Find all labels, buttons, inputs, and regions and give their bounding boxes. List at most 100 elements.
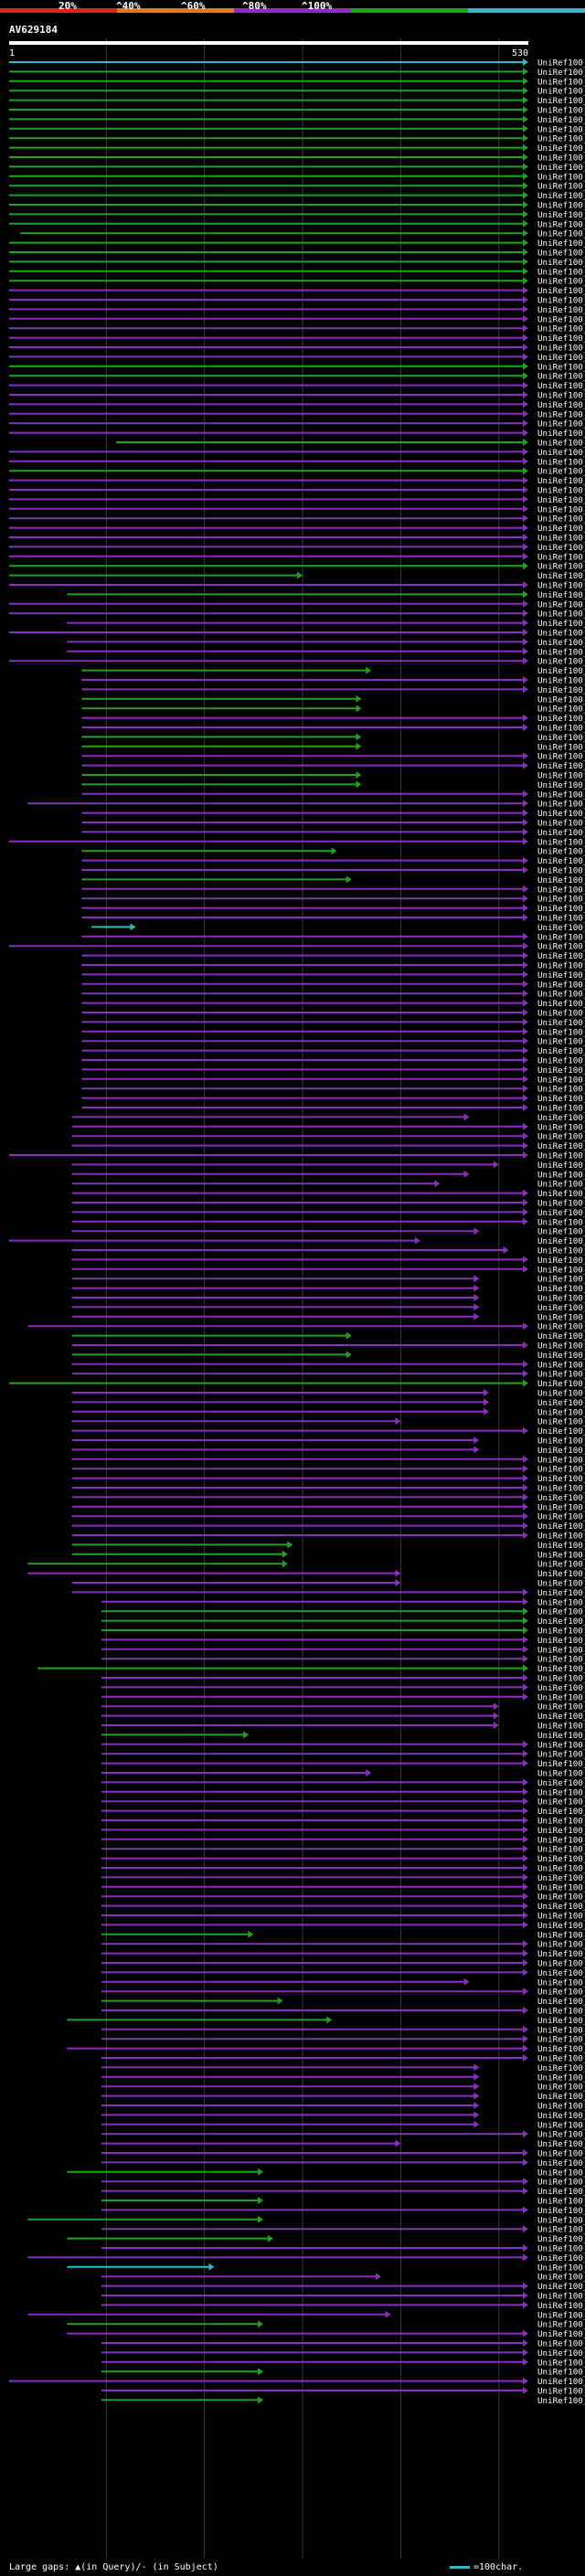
- hit-arrow-74: [523, 752, 528, 760]
- hit-label-128: UniRef100_A3DDG3: [537, 1265, 585, 1275]
- hit-label-59: UniRef100_B1F8H5: [537, 610, 585, 620]
- hit-label-209: UniRef100_UP1000...: [537, 2035, 585, 2045]
- hit-label-207: UniRef100_C8QX84: [537, 2016, 585, 2026]
- hit-arrow-154: [523, 1512, 528, 1521]
- hit-label-221: UniRef100_A1WK38: [537, 2149, 585, 2159]
- hit-arrow-221: [523, 2149, 528, 2157]
- hit-label-54: UniRef100_UP1000...: [537, 562, 585, 572]
- hit-arrow-119: [434, 1180, 441, 1188]
- hit-arrow-1: [523, 58, 528, 66]
- hit-arrow-91: [523, 914, 528, 921]
- hit-arrow-124: [473, 1227, 480, 1235]
- hit-label-179: UniRef100_B8KTG4: [537, 1750, 585, 1760]
- hit-label-242: UniRef100_B5JN00: [537, 2348, 585, 2359]
- hit-arrow-111: [523, 1104, 528, 1111]
- hit-label-44: UniRef100_A1RPW3: [537, 467, 585, 477]
- hit-arrow-63: [523, 647, 528, 655]
- hit-label-154: UniRef100_A1TPC6: [537, 1512, 585, 1522]
- hit-arrow-210: [523, 2044, 528, 2052]
- hit-arrow-157: [287, 1541, 293, 1549]
- hit-label-106: UniRef100_A6AEM9: [537, 1056, 585, 1066]
- hit-arrow-51: [523, 534, 528, 541]
- hit-arrow-132: [473, 1303, 480, 1311]
- hit-label-112: UniRef100_C2CW89: [537, 1113, 585, 1123]
- hit-label-56: UniRef100_C3P7J5: [537, 581, 585, 591]
- hit-arrow-126: [503, 1246, 509, 1254]
- hit-label-21: UniRef100_UP1000...: [537, 249, 585, 259]
- hit-arrow-196: [523, 1912, 528, 1919]
- hit-label-185: UniRef100_B4R7Q4: [537, 1807, 585, 1817]
- hit-label-79: UniRef100_C7TKY4: [537, 800, 585, 810]
- hit-arrow-147: [473, 1446, 480, 1454]
- hit-arrow-113: [523, 1122, 528, 1130]
- hit-arrow-135: [346, 1331, 352, 1340]
- hit-label-6: UniRef100_P40330: [537, 106, 585, 116]
- hit-label-129: UniRef100_B8ECC4: [537, 1275, 585, 1285]
- hit-arrow-243: [523, 2358, 528, 2366]
- hit-label-109: UniRef100_A3EJ52: [537, 1085, 585, 1095]
- hit-label-247: UniRef100_A9LD10: [537, 2396, 585, 2406]
- hit-arrow-96: [523, 961, 528, 969]
- footer: Large gaps: ▲(in Query)/- (in Subject) =…: [0, 2559, 585, 2576]
- hit-label-239: UniRef100_C6MW47: [537, 2320, 585, 2330]
- hit-label-7: UniRef100_P26762: [537, 115, 585, 125]
- hit-label-55: UniRef100_Q8Y6Y0: [537, 571, 585, 581]
- hit-label-18: UniRef100_Q8GDZ9: [537, 219, 585, 229]
- hit-label-133: UniRef100_A7BTK7: [537, 1312, 585, 1322]
- hit-label-214: UniRef100_A5BRR9: [537, 2083, 585, 2093]
- hit-label-168: UniRef100_C7DDJ6: [537, 1645, 585, 1655]
- hit-arrow-10: [523, 143, 528, 152]
- hit-label-153: UniRef100_A4SM03: [537, 1502, 585, 1512]
- hit-label-225: UniRef100_B9XPG0: [537, 2187, 585, 2197]
- hit-arrow-223: [258, 2168, 264, 2176]
- hit-arrow-175: [493, 1712, 499, 1720]
- hit-arrow-129: [473, 1275, 480, 1283]
- hit-label-237: UniRef100_A1VW48: [537, 2301, 585, 2311]
- hit-arrow-12: [523, 163, 528, 171]
- hit-label-86: UniRef100_A1WBU5: [537, 866, 585, 876]
- hit-label-63: UniRef100_B6E3Q9: [537, 647, 585, 657]
- hit-label-186: UniRef100_B1M245: [537, 1817, 585, 1827]
- hit-label-85: UniRef100_B9MF76: [537, 856, 585, 866]
- hit-label-108: UniRef100_C3NQU1: [537, 1075, 585, 1085]
- hit-arrow-38: [523, 409, 528, 418]
- hit-label-136: UniRef100_A4XG17: [537, 1341, 585, 1352]
- hit-arrow-171: [523, 1674, 528, 1681]
- hit-label-157: UniRef100_Q5ZT12: [537, 1541, 585, 1551]
- hit-arrow-198: [248, 1930, 254, 1938]
- hit-label-73: UniRef100_Q1C8F3: [537, 742, 585, 752]
- hit-label-191: UniRef100_A4G5W4: [537, 1864, 585, 1874]
- hit-label-100: UniRef100_C2IWV5: [537, 999, 585, 1009]
- hit-label-150: UniRef100_UP1000...: [537, 1474, 585, 1484]
- hit-label-34: UniRef100_Q54V95: [537, 372, 585, 382]
- hit-label-20: UniRef100_Q4ZUL6: [537, 239, 585, 249]
- hit-arrow-3: [523, 77, 528, 85]
- hit-label-229: UniRef100_A4FLD9: [537, 2225, 585, 2235]
- hit-arrow-203: [463, 1977, 470, 1986]
- hit-arrow-194: [523, 1892, 528, 1901]
- hit-label-27: UniRef100_Q9HZG4: [537, 305, 585, 315]
- hit-label-118: UniRef100_C5AD64: [537, 1170, 585, 1180]
- hit-label-197: UniRef100_A9BRN0: [537, 1921, 585, 1931]
- hit-label-230: UniRef100_A2WIW5: [537, 2234, 585, 2244]
- legend-text: =100char.: [473, 2562, 524, 2572]
- hit-arrow-220: [395, 2139, 401, 2147]
- hit-arrow-218: [473, 2120, 480, 2128]
- hit-label-182: UniRef100_Q1IRW7: [537, 1778, 585, 1788]
- hit-arrow-202: [523, 1968, 528, 1977]
- hit-label-40: UniRef100_A3LYX0: [537, 429, 585, 439]
- hit-arrow-155: [523, 1521, 528, 1530]
- hit-label-37: UniRef100_Q02UB5: [537, 400, 585, 410]
- hit-label-32: UniRef100_A3L6S2: [537, 353, 585, 363]
- hit-arrow-216: [473, 2102, 480, 2109]
- hit-label-52: UniRef100_A4GSR2: [537, 543, 585, 553]
- hit-label-235: UniRef100_B6ELS7: [537, 2282, 585, 2292]
- hit-label-9: UniRef100_C3K742: [537, 134, 585, 144]
- hit-label-160: UniRef100_B3E9H8: [537, 1569, 585, 1579]
- hit-arrow-8: [523, 124, 528, 133]
- hit-arrow-191: [523, 1864, 528, 1871]
- hit-label-175: UniRef100_Q47H32: [537, 1712, 585, 1722]
- hit-arrow-14: [523, 182, 528, 190]
- hit-label-195: UniRef100_B7VJ30: [537, 1902, 585, 1912]
- hit-label-201: UniRef100_A3SYP2: [537, 1959, 585, 1969]
